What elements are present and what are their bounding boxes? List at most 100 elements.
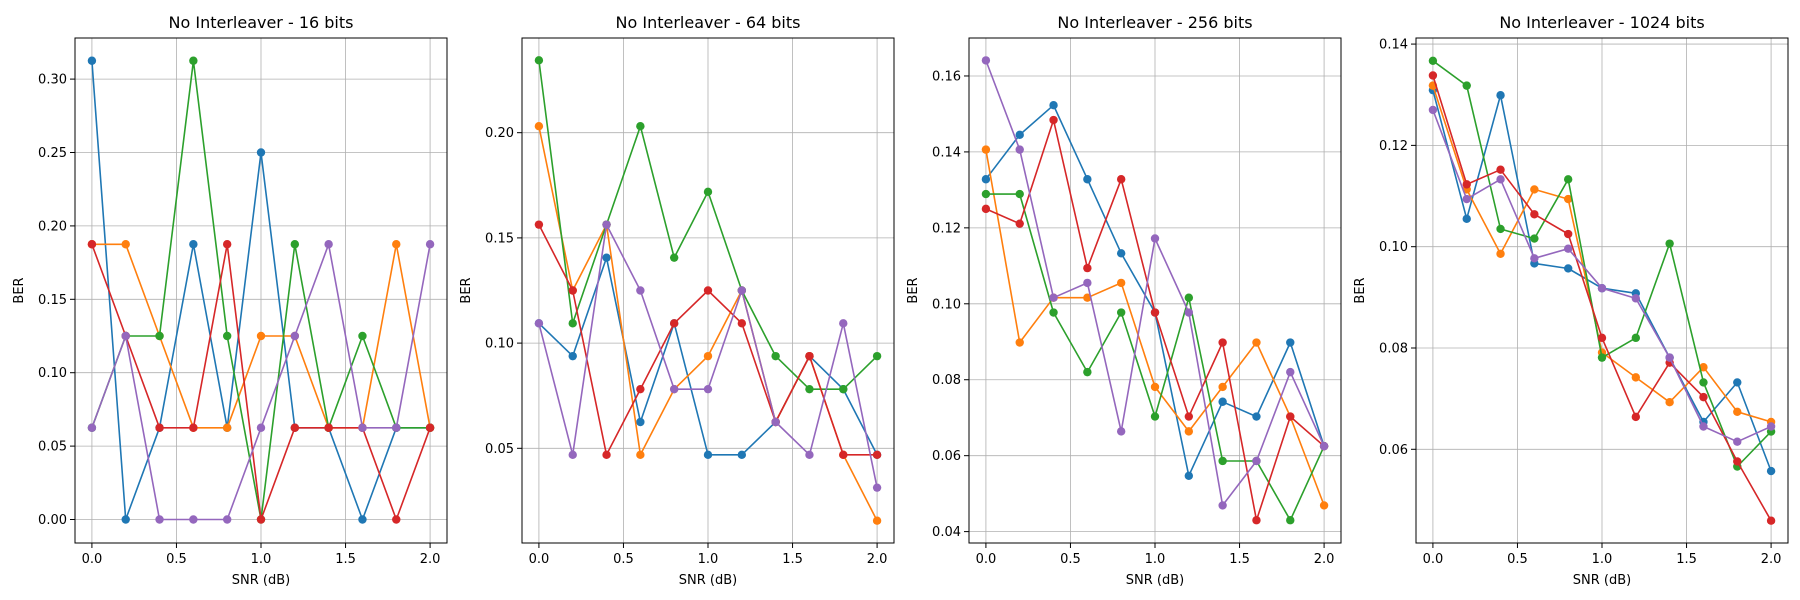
data-point [358,331,367,341]
data-point [981,56,991,65]
data-point [1631,333,1641,343]
data-point [839,319,848,328]
data-point [534,121,544,131]
data-point [1150,234,1160,243]
data-point [290,423,300,432]
data-point [1319,441,1329,451]
subplot-title: No Interleaver - 256 bits [1057,13,1252,32]
data-point [1631,294,1641,303]
data-point [1530,185,1539,194]
data-point [1286,516,1295,525]
y-tick-label: 0.14 [1379,38,1408,53]
data-point [1083,293,1092,302]
x-tick-label: 1.5 [782,552,803,567]
data-point [1496,249,1505,258]
data-point [256,148,266,157]
data-point [1563,175,1573,184]
data-point [425,423,435,432]
subplot-2: 0.0 0.5 1.0 1.5 2.0 0.05 0.10 0.15 0.20 No Interl… [459,13,895,588]
data-point [771,417,780,427]
data-point [1218,456,1227,466]
data-point [1665,353,1674,362]
data-point [290,240,300,249]
data-point [1184,427,1194,436]
data-point [1699,378,1708,387]
data-point [1699,422,1708,431]
data-point [222,331,232,341]
data-point [1563,264,1573,273]
data-point [1766,466,1776,476]
data-point [1184,412,1194,421]
data-point [669,253,679,262]
data-point [189,423,198,432]
data-point [1150,412,1160,421]
data-point [1462,194,1471,204]
data-point [1733,378,1742,387]
data-point [1116,427,1126,436]
data-point [1563,194,1573,204]
data-point [981,189,991,199]
data-point [1218,338,1227,347]
data-point [872,483,882,492]
data-point [222,423,232,432]
data-point [981,145,991,154]
y-tick-label: 0.30 [38,73,67,88]
data-point [568,319,577,328]
data-point [1015,145,1024,154]
x-tick-label: 2.0 [867,552,888,567]
y-tick-label: 0.15 [485,231,514,246]
y-tick-label: 0.20 [485,126,514,141]
data-point [1116,278,1126,288]
x-tick-label: 0.5 [613,552,634,567]
data-point [839,384,848,394]
data-point [1428,105,1438,115]
y-tick-label: 0.10 [485,337,514,352]
data-point [703,286,713,295]
data-point [392,515,401,524]
data-point [737,450,747,460]
x-tick-label: 2.0 [1314,552,1335,567]
y-tick-label: 0.06 [1379,443,1408,458]
x-tick-label: 1.5 [1676,552,1697,567]
data-point [1631,412,1641,422]
data-point [1083,175,1092,184]
x-tick-label: 0.0 [1423,552,1444,567]
subplot-title: No Interleaver - 16 bits [169,13,354,32]
data-point [189,56,198,65]
x-tick-label: 1.0 [1145,552,1166,567]
data-point [1530,210,1539,219]
data-point [1252,516,1261,525]
data-point [1733,437,1742,446]
data-point [1150,308,1160,317]
data-point [87,423,97,432]
data-point [1428,71,1438,80]
data-point [636,417,645,427]
data-point [1083,278,1092,288]
data-point [358,423,367,432]
x-tick-label: 0.0 [82,552,103,567]
data-point [155,331,164,341]
data-point [1530,234,1539,243]
x-tick-label: 1.0 [1592,552,1613,567]
data-point [602,450,611,460]
data-point [1218,397,1227,406]
data-point [1496,175,1505,184]
data-point [839,450,848,460]
y-axis-label: BER [1353,277,1368,303]
data-point [155,423,164,432]
data-point [1015,338,1024,347]
y-tick-label: 0.04 [932,525,961,540]
x-axis-label: SNR (dB) [1126,573,1184,588]
data-point [1530,254,1539,263]
x-tick-label: 1.5 [1229,552,1250,567]
data-point [805,351,814,361]
data-point [1597,333,1607,343]
data-point [1184,471,1194,480]
data-point [1049,101,1058,110]
data-point [425,240,435,249]
data-point [324,423,333,432]
y-tick-label: 0.10 [1379,240,1408,255]
subplot-title: No Interleaver - 1024 bits [1499,13,1704,32]
data-point [1496,224,1505,234]
